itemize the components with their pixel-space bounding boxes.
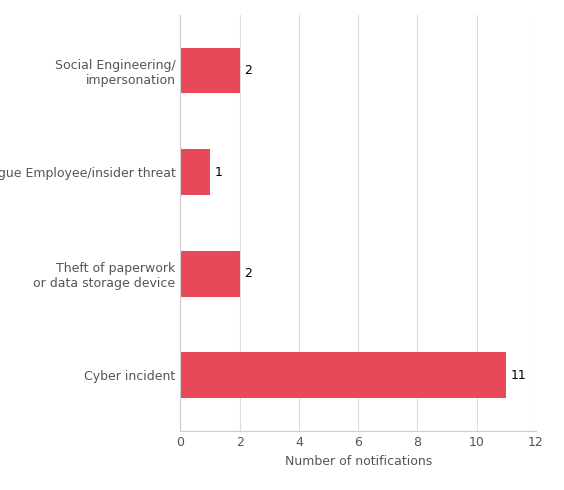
Bar [180, 251, 240, 296]
Text: 1: 1 [214, 166, 222, 179]
Text: 2: 2 [244, 267, 252, 280]
Bar [180, 149, 210, 195]
X-axis label: Number of notifications: Number of notifications [284, 455, 432, 467]
Text: 11: 11 [510, 369, 526, 382]
Bar [180, 48, 240, 94]
Bar [180, 352, 506, 398]
Text: 2: 2 [244, 64, 252, 77]
